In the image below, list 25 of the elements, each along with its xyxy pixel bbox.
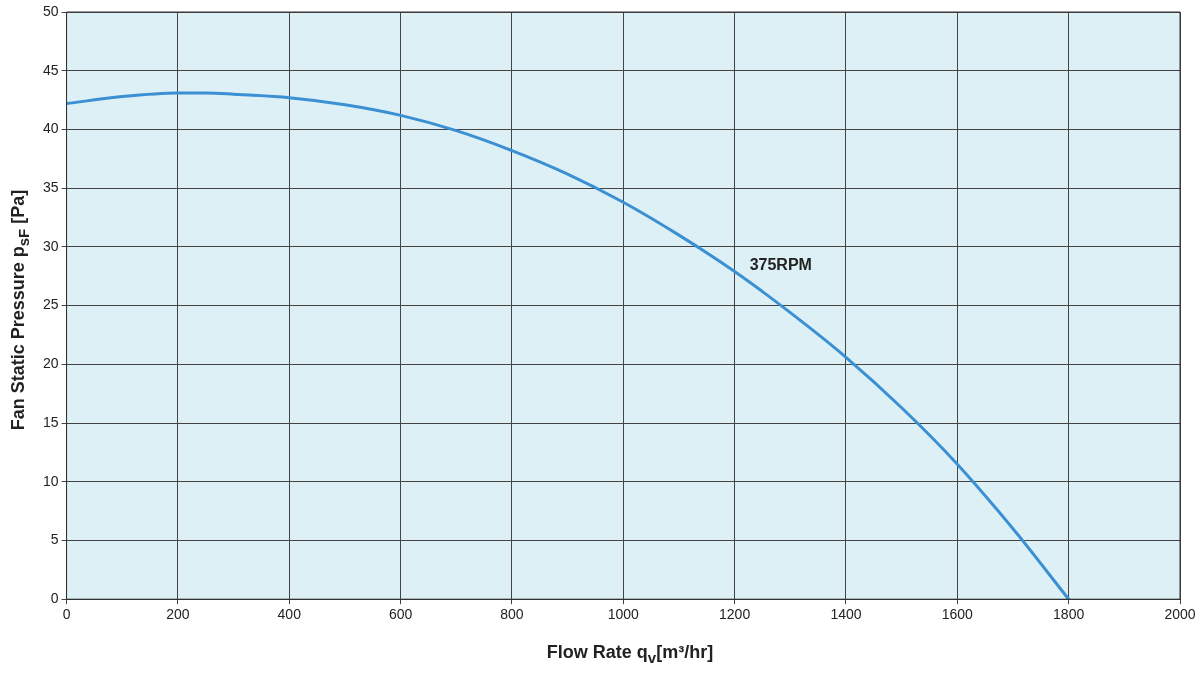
x-tick-label: 800 [500, 606, 524, 623]
y-tick-label: 0 [50, 590, 59, 607]
y-tick-label: 15 [42, 413, 59, 430]
y-tick-label: 25 [42, 296, 59, 313]
y-tick-label: 45 [42, 61, 59, 78]
line-series [66, 91, 1071, 600]
y-tick-label: 5 [50, 531, 59, 548]
x-tick-label: 1600 [941, 606, 974, 623]
x-tick-label: 1400 [830, 606, 862, 623]
y-tick-label: 20 [42, 355, 59, 372]
y-tick-label: 30 [42, 237, 59, 254]
x-tick-label: 2000 [1164, 606, 1196, 623]
series-label: 375RPM [749, 255, 812, 273]
x-tick-label: 0 [62, 606, 71, 623]
x-tick-label: 1800 [1053, 606, 1085, 623]
x-tick-label: 600 [388, 606, 413, 623]
x-tick-label: 1000 [607, 606, 640, 623]
y-tick-label: 40 [42, 120, 59, 137]
y-tick-label: 10 [42, 472, 59, 489]
x-tick-label: 400 [277, 606, 302, 623]
x-axis-title: Flow Rate q$_{v}$[m³/hr] [545, 642, 715, 666]
y-tick-label: 50 [42, 2, 59, 19]
y-tick-label: 35 [42, 179, 59, 196]
x-tick-label: 200 [166, 606, 190, 623]
x-tick-label: 1200 [719, 606, 751, 623]
